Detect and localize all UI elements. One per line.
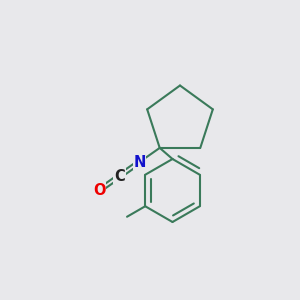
Text: N: N — [134, 154, 146, 169]
Text: O: O — [93, 183, 106, 198]
Text: C: C — [114, 169, 125, 184]
